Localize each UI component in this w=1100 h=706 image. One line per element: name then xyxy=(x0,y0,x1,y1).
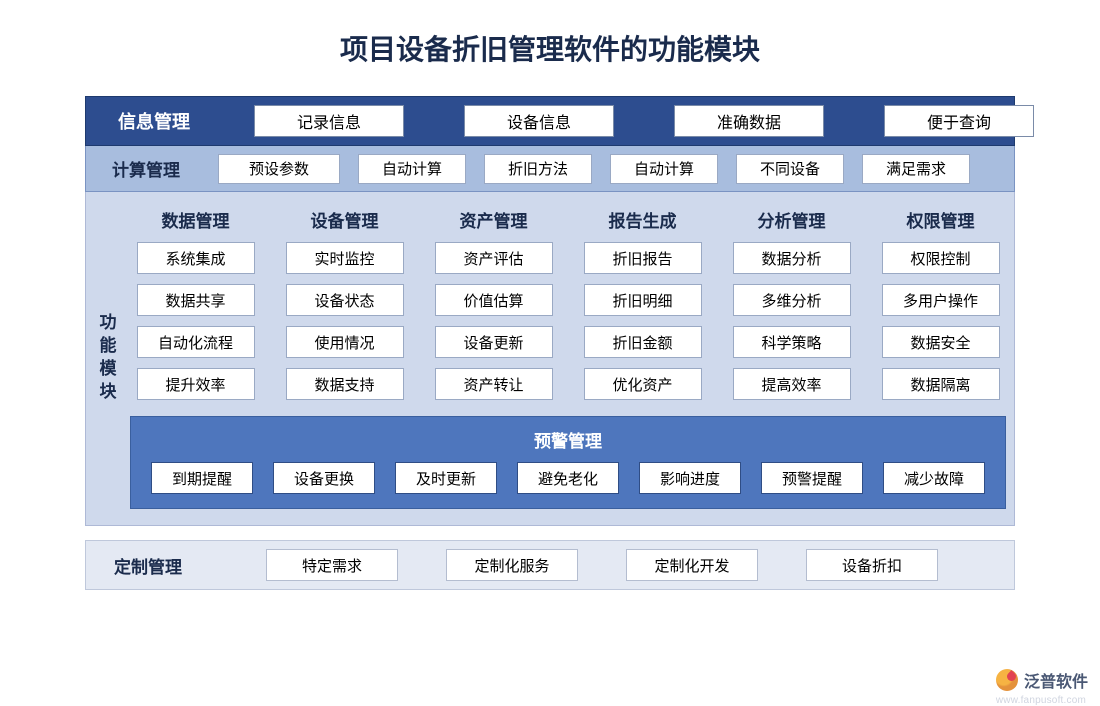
side-label: 功能模块 xyxy=(86,192,126,525)
col-asset: 资产管理 资产评估 价值估算 设备更新 资产转让 xyxy=(428,206,559,400)
alert-item: 减少故障 xyxy=(883,462,985,494)
cell: 优化资产 xyxy=(584,368,702,400)
cell: 科学策略 xyxy=(733,326,851,358)
row-calc-items: 预设参数 自动计算 折旧方法 自动计算 不同设备 满足需求 xyxy=(218,154,1002,184)
calc-item: 自动计算 xyxy=(358,154,466,184)
cell: 多用户操作 xyxy=(882,284,1000,316)
cell: 系统集成 xyxy=(137,242,255,274)
alert-item: 及时更新 xyxy=(395,462,497,494)
alert-item: 设备更换 xyxy=(273,462,375,494)
middle-content: 数据管理 系统集成 数据共享 自动化流程 提升效率 设备管理 实时监控 设备状态… xyxy=(126,192,1022,525)
cell: 自动化流程 xyxy=(137,326,255,358)
col-header: 设备管理 xyxy=(311,206,379,232)
alert-item: 避免老化 xyxy=(517,462,619,494)
row-custom-items: 特定需求 定制化服务 定制化开发 设备折扣 xyxy=(266,549,938,581)
col-device: 设备管理 实时监控 设备状态 使用情况 数据支持 xyxy=(279,206,410,400)
custom-item: 定制化服务 xyxy=(446,549,578,581)
col-header: 报告生成 xyxy=(609,206,677,232)
cell: 数据安全 xyxy=(882,326,1000,358)
page-title: 项目设备折旧管理软件的功能模块 xyxy=(0,0,1100,86)
calc-item: 预设参数 xyxy=(218,154,340,184)
alert-title: 预警管理 xyxy=(151,427,985,462)
cell: 数据分析 xyxy=(733,242,851,274)
cell: 价值估算 xyxy=(435,284,553,316)
row-custom-mgmt: 定制管理 特定需求 定制化服务 定制化开发 设备折扣 xyxy=(85,540,1015,590)
row-info-mgmt: 信息管理 记录信息 设备信息 准确数据 便于查询 xyxy=(85,96,1015,146)
cell: 资产评估 xyxy=(435,242,553,274)
info-item: 记录信息 xyxy=(254,105,404,137)
calc-item: 折旧方法 xyxy=(484,154,592,184)
custom-item: 特定需求 xyxy=(266,549,398,581)
info-item: 便于查询 xyxy=(884,105,1034,137)
info-item: 设备信息 xyxy=(464,105,614,137)
col-header: 权限管理 xyxy=(907,206,975,232)
cell: 多维分析 xyxy=(733,284,851,316)
cell: 数据隔离 xyxy=(882,368,1000,400)
cell: 资产转让 xyxy=(435,368,553,400)
col-report: 报告生成 折旧报告 折旧明细 折旧金额 优化资产 xyxy=(577,206,708,400)
alert-items: 到期提醒 设备更换 及时更新 避免老化 影响进度 预警提醒 减少故障 xyxy=(151,462,985,494)
middle-block: 功能模块 数据管理 系统集成 数据共享 自动化流程 提升效率 设备管理 实时监控… xyxy=(85,192,1015,526)
row-calc-label: 计算管理 xyxy=(86,156,204,181)
info-item: 准确数据 xyxy=(674,105,824,137)
calc-item: 自动计算 xyxy=(610,154,718,184)
custom-item: 定制化开发 xyxy=(626,549,758,581)
cell: 权限控制 xyxy=(882,242,1000,274)
watermark: 泛普软件 xyxy=(996,668,1088,692)
row-info-items: 记录信息 设备信息 准确数据 便于查询 xyxy=(254,105,1034,137)
diagram: 信息管理 记录信息 设备信息 准确数据 便于查询 计算管理 预设参数 自动计算 … xyxy=(85,96,1015,590)
alert-item: 影响进度 xyxy=(639,462,741,494)
alert-item: 到期提醒 xyxy=(151,462,253,494)
columns: 数据管理 系统集成 数据共享 自动化流程 提升效率 设备管理 实时监控 设备状态… xyxy=(130,206,1006,400)
cell: 折旧明细 xyxy=(584,284,702,316)
calc-item: 不同设备 xyxy=(736,154,844,184)
watermark-logo-icon xyxy=(996,669,1018,691)
cell: 提升效率 xyxy=(137,368,255,400)
row-calc-mgmt: 计算管理 预设参数 自动计算 折旧方法 自动计算 不同设备 满足需求 xyxy=(85,146,1015,192)
col-header: 资产管理 xyxy=(460,206,528,232)
col-header: 分析管理 xyxy=(758,206,826,232)
custom-item: 设备折扣 xyxy=(806,549,938,581)
cell: 使用情况 xyxy=(286,326,404,358)
cell: 实时监控 xyxy=(286,242,404,274)
col-analysis: 分析管理 数据分析 多维分析 科学策略 提高效率 xyxy=(726,206,857,400)
watermark-text: 泛普软件 xyxy=(1024,668,1088,692)
col-header: 数据管理 xyxy=(162,206,230,232)
alert-item: 预警提醒 xyxy=(761,462,863,494)
row-info-label: 信息管理 xyxy=(86,108,226,134)
watermark-url: www.fanpusoft.com xyxy=(996,695,1086,706)
cell: 设备更新 xyxy=(435,326,553,358)
cell: 折旧金额 xyxy=(584,326,702,358)
col-data: 数据管理 系统集成 数据共享 自动化流程 提升效率 xyxy=(130,206,261,400)
col-permission: 权限管理 权限控制 多用户操作 数据安全 数据隔离 xyxy=(875,206,1006,400)
alert-band: 预警管理 到期提醒 设备更换 及时更新 避免老化 影响进度 预警提醒 减少故障 xyxy=(130,416,1006,509)
cell: 数据共享 xyxy=(137,284,255,316)
cell: 折旧报告 xyxy=(584,242,702,274)
row-custom-label: 定制管理 xyxy=(86,553,226,578)
calc-item: 满足需求 xyxy=(862,154,970,184)
cell: 设备状态 xyxy=(286,284,404,316)
cell: 提高效率 xyxy=(733,368,851,400)
cell: 数据支持 xyxy=(286,368,404,400)
